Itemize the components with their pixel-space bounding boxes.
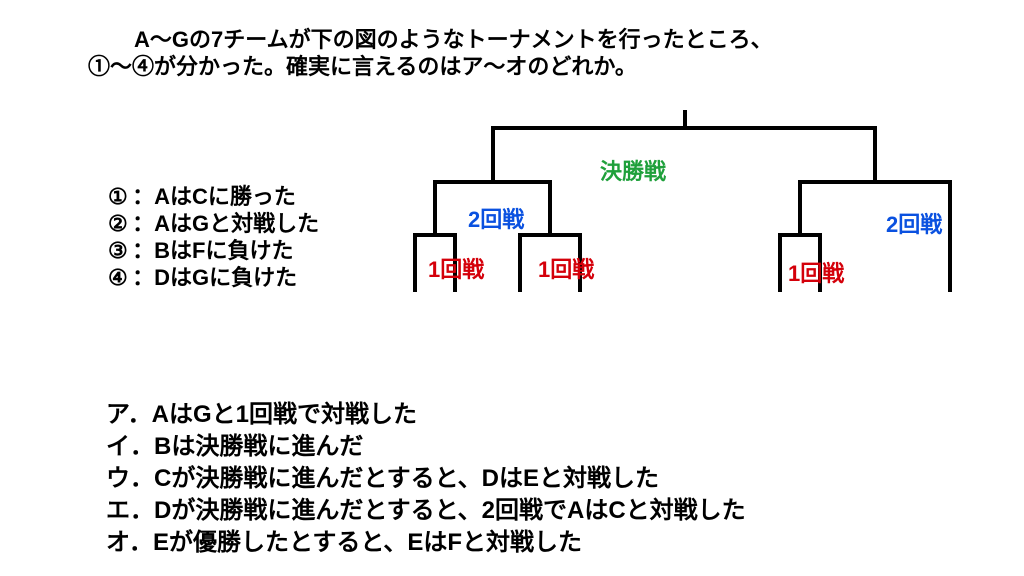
option-u: ウ．Cが決勝戦に進んだとすると、DはEと対戦した bbox=[106, 458, 659, 493]
option-o: オ．Eが優勝したとすると、EはFと対戦した bbox=[106, 522, 582, 557]
label-round2-r: 2回戦 bbox=[886, 207, 942, 239]
option-a: ア．AはGと1回戦で対戦した bbox=[106, 394, 417, 429]
option-u-key: ウ． bbox=[106, 465, 154, 492]
option-i: イ．Bは決勝戦に進んだ bbox=[106, 426, 363, 461]
option-o-text: Eが優勝したとすると、EはFと対戦した bbox=[153, 529, 582, 556]
problem-line-2: ①～④が分かった。確実に言えるのはア～オのどれか。 bbox=[88, 49, 637, 81]
option-i-text: Bは決勝戦に進んだ bbox=[154, 433, 363, 460]
option-e: エ．Dが決勝戦に進んだとすると、2回戦でAはCと対戦した bbox=[106, 490, 746, 525]
option-a-key: ア． bbox=[106, 401, 152, 428]
clue-4: ④：DはGに負けた bbox=[108, 260, 297, 292]
clue-4-text: ：DはGに負けた bbox=[132, 265, 297, 290]
clue-4-num: ④ bbox=[108, 265, 128, 291]
label-round2-l: 2回戦 bbox=[468, 202, 524, 234]
label-round1-a: 1回戦 bbox=[428, 252, 484, 284]
option-i-key: イ． bbox=[106, 433, 154, 460]
label-round1-c: 1回戦 bbox=[788, 256, 844, 288]
label-final: 決勝戦 bbox=[600, 154, 666, 186]
option-e-key: エ． bbox=[106, 497, 154, 524]
option-o-key: オ． bbox=[106, 529, 153, 556]
option-a-text: AはGと1回戦で対戦した bbox=[152, 401, 417, 428]
label-round1-b: 1回戦 bbox=[538, 252, 594, 284]
option-u-text: Cが決勝戦に進んだとすると、DはEと対戦した bbox=[154, 465, 659, 492]
option-e-text: Dが決勝戦に進んだとすると、2回戦でAはCと対戦した bbox=[154, 497, 746, 524]
